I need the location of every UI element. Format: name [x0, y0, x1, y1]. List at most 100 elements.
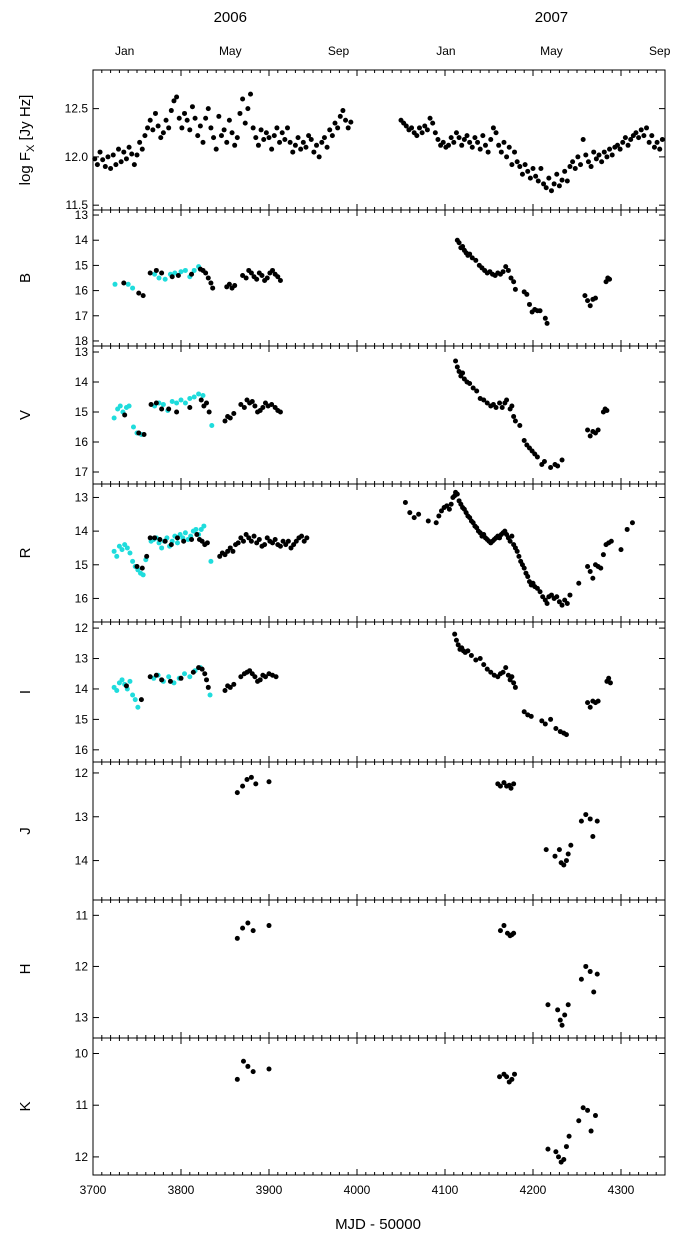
data-point-v-black	[493, 405, 499, 410]
data-point-x-black	[284, 125, 290, 131]
data-point-i-black	[607, 680, 613, 686]
data-point-x-black	[501, 139, 507, 145]
data-point-j-black	[508, 785, 514, 791]
data-point-b-black	[270, 267, 276, 273]
data-point-x-black	[110, 152, 116, 158]
data-point-j-black	[543, 847, 549, 853]
data-point-h-black	[545, 1002, 551, 1008]
data-point-x-black	[543, 185, 549, 191]
data-point-j-black	[497, 783, 503, 789]
data-point-x-black	[335, 125, 341, 131]
data-point-v-black	[241, 405, 247, 410]
data-point-x-black	[657, 146, 663, 152]
data-point-v-black	[166, 406, 172, 412]
data-point-r-cyan	[124, 545, 130, 551]
data-point-i-black	[199, 666, 205, 672]
data-point-i-cyan	[207, 692, 213, 698]
data-point-r-black	[291, 542, 297, 548]
data-point-v-black	[555, 463, 561, 469]
y-axis-label: J	[17, 827, 34, 835]
data-point-x-black	[403, 123, 409, 129]
data-point-x-black	[147, 117, 153, 123]
data-point-r-black	[181, 538, 187, 544]
data-point-r-black	[204, 540, 210, 546]
year-labels: 2006 2007	[214, 9, 569, 26]
data-point-b-black	[226, 281, 232, 287]
data-point-x-black	[232, 142, 238, 148]
data-point-r-black	[509, 533, 515, 539]
data-point-r-black	[448, 501, 454, 507]
data-point-x-black	[575, 154, 581, 160]
data-point-x-black	[290, 149, 296, 155]
data-point-x-black	[601, 149, 607, 155]
data-point-k-black	[553, 1149, 559, 1155]
data-point-i-black	[262, 674, 268, 680]
data-point-h-black	[587, 969, 593, 975]
data-point-x-black	[593, 156, 599, 162]
data-point-k-black	[512, 1071, 518, 1077]
data-point-b-black	[503, 264, 509, 270]
data-point-x-black	[250, 125, 256, 131]
data-point-i-cyan	[114, 687, 120, 693]
y-axis-label: I	[17, 690, 34, 694]
data-point-x-black	[488, 137, 494, 143]
panel-frame	[92, 899, 666, 1039]
data-point-b-cyan	[182, 267, 188, 273]
data-point-r-black	[402, 500, 408, 506]
data-point-x-black	[248, 91, 254, 97]
data-point-i-black	[123, 683, 129, 689]
panel-frame	[92, 69, 666, 211]
y-tick-label: 16	[75, 591, 89, 605]
data-point-r-black	[251, 533, 257, 539]
data-point-r-cyan	[201, 523, 207, 529]
data-point-v-black	[260, 405, 266, 410]
data-point-i-black	[455, 642, 461, 648]
data-point-x-black	[142, 133, 148, 139]
data-point-x-black	[514, 159, 520, 165]
data-point-k-black	[592, 1113, 598, 1119]
data-point-k-black	[509, 1076, 515, 1082]
data-point-x-black	[519, 171, 525, 177]
data-point-x-black	[467, 139, 473, 145]
data-point-v-black	[481, 397, 487, 403]
data-point-b-black	[121, 280, 127, 286]
data-point-x-black	[614, 142, 620, 148]
data-point-v-black	[559, 457, 565, 463]
data-point-v-black	[198, 397, 204, 403]
data-point-x-black	[203, 115, 209, 121]
data-point-x-black	[480, 133, 486, 139]
data-point-j-black	[565, 851, 571, 857]
data-point-x-black	[485, 149, 491, 155]
data-point-x-black	[102, 164, 108, 170]
data-point-k-black	[240, 1058, 246, 1064]
data-point-r-black	[304, 535, 310, 541]
data-point-i-black	[227, 684, 233, 690]
data-point-x-black	[179, 125, 185, 131]
data-point-i-black	[159, 677, 165, 683]
y-tick-label: 11	[76, 1098, 89, 1112]
data-point-r-cyan	[130, 558, 136, 564]
data-point-i-black	[521, 709, 527, 715]
data-point-r-black	[564, 600, 570, 606]
data-point-i-cyan	[182, 671, 188, 677]
data-point-r-black	[624, 526, 630, 532]
data-point-r-black	[189, 537, 195, 543]
data-point-x-black	[562, 168, 568, 174]
data-point-x-black	[556, 183, 562, 189]
month-label: May	[540, 44, 563, 58]
data-point-h-black	[594, 971, 600, 977]
data-point-x-black	[221, 127, 227, 133]
panel-frame	[92, 621, 666, 763]
data-point-h-black	[250, 928, 256, 934]
data-point-v-black	[595, 427, 601, 433]
data-point-r-black	[285, 538, 291, 544]
data-point-v-black	[206, 409, 212, 415]
data-point-h-black	[591, 989, 597, 995]
data-point-x-black	[585, 159, 591, 165]
panel-j: 12 13 14 J	[17, 761, 666, 901]
data-point-x-black	[530, 165, 536, 171]
data-point-b-black	[585, 298, 591, 304]
data-point-b-black	[140, 293, 146, 299]
data-point-x-black	[277, 139, 283, 145]
y-tick-label: 14	[75, 233, 89, 247]
